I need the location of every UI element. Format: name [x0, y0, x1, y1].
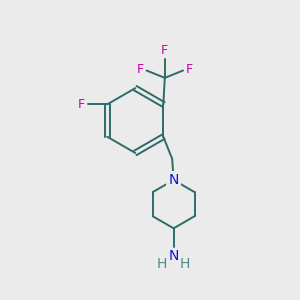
- Text: N: N: [168, 249, 179, 263]
- Text: H: H: [180, 257, 190, 271]
- Text: F: F: [161, 44, 168, 57]
- Text: F: F: [186, 63, 193, 76]
- Text: H: H: [157, 257, 167, 271]
- Text: F: F: [136, 63, 144, 76]
- Text: N: N: [168, 173, 179, 187]
- Text: N: N: [168, 173, 179, 187]
- Text: F: F: [78, 98, 85, 111]
